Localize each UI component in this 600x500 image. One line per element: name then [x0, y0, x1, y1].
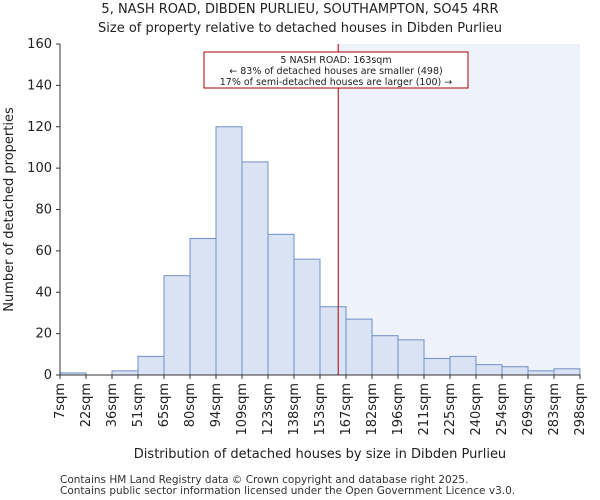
- bar-225sqm: [449, 355, 477, 376]
- marker-annotation: 5 NASH ROAD: 163sqm← 83% of detached hou…: [203, 51, 469, 89]
- bar-94sqm: [215, 126, 243, 376]
- x-tick-label: 182sqm: [365, 383, 380, 436]
- y-tick-label: 100: [27, 161, 52, 176]
- y-tick-label: 20: [35, 327, 52, 342]
- bar-36sqm: [111, 370, 139, 376]
- bar-254sqm: [501, 366, 529, 376]
- y-tick-label: 120: [27, 120, 52, 135]
- bar-153sqm: [319, 306, 347, 376]
- x-tick-label: 22sqm: [79, 383, 94, 427]
- bar-211sqm: [423, 357, 451, 376]
- histogram-chart: 5 NASH ROAD: 163sqm← 83% of detached hou…: [2, 37, 588, 462]
- x-tick-label: 196sqm: [391, 383, 406, 436]
- x-axis-label: Distribution of detached houses by size …: [134, 447, 506, 462]
- x-tick-label: 123sqm: [261, 383, 276, 436]
- x-tick-label: 225sqm: [443, 383, 458, 436]
- bar-65sqm: [163, 275, 191, 376]
- bar-123sqm: [267, 233, 295, 376]
- x-tick-label: 138sqm: [287, 383, 302, 436]
- chart-title: 5, NASH ROAD, DIBDEN PURLIEU, SOUTHAMPTO…: [101, 2, 499, 17]
- footer-line-1: Contains HM Land Registry data © Crown c…: [60, 474, 469, 486]
- x-tick-label: 65sqm: [157, 383, 172, 427]
- x-tick-label: 283sqm: [547, 383, 562, 436]
- bar-182sqm: [371, 335, 399, 376]
- annotation-line-2: ← 83% of detached houses are smaller (49…: [229, 66, 442, 77]
- y-tick-label: 0: [44, 368, 52, 383]
- y-tick-label: 160: [27, 37, 52, 52]
- x-tick-label: 153sqm: [313, 383, 328, 436]
- x-tick-label: 211sqm: [417, 383, 432, 436]
- bar-51sqm: [137, 355, 165, 376]
- x-tick-label: 269sqm: [521, 383, 536, 436]
- larger-region-shading: [338, 44, 580, 375]
- bar-240sqm: [475, 364, 503, 376]
- chart-subtitle: Size of property relative to detached ho…: [98, 21, 502, 36]
- x-tick-label: 94sqm: [209, 383, 224, 427]
- annotation-line-1: 5 NASH ROAD: 163sqm: [280, 55, 391, 66]
- bar-269sqm: [527, 370, 555, 376]
- x-tick-label: 167sqm: [339, 383, 354, 436]
- x-tick-label: 254sqm: [495, 383, 510, 436]
- x-tick-label: 7sqm: [53, 383, 68, 419]
- x-tick-label: 109sqm: [235, 383, 250, 436]
- bar-138sqm: [293, 258, 321, 376]
- y-tick-label: 40: [35, 285, 52, 300]
- bar-109sqm: [241, 161, 269, 376]
- bar-80sqm: [189, 237, 217, 376]
- y-tick-label: 140: [27, 78, 52, 93]
- bar-196sqm: [397, 339, 425, 376]
- x-tick-label: 51sqm: [131, 383, 146, 427]
- y-axis-label: Number of detached properties: [2, 107, 17, 312]
- y-tick-label: 80: [35, 203, 52, 218]
- x-tick-label: 36sqm: [105, 383, 120, 427]
- bar-167sqm: [345, 318, 373, 376]
- annotation-box: [203, 51, 469, 89]
- y-tick-label: 60: [35, 244, 52, 259]
- bar-283sqm: [553, 368, 581, 376]
- annotation-line-3: 17% of semi-detached houses are larger (…: [220, 77, 453, 88]
- x-tick-label: 240sqm: [469, 383, 484, 436]
- x-tick-label: 80sqm: [183, 383, 198, 427]
- x-tick-label: 298sqm: [573, 383, 588, 436]
- footer-line-2: Contains public sector information licen…: [60, 485, 516, 497]
